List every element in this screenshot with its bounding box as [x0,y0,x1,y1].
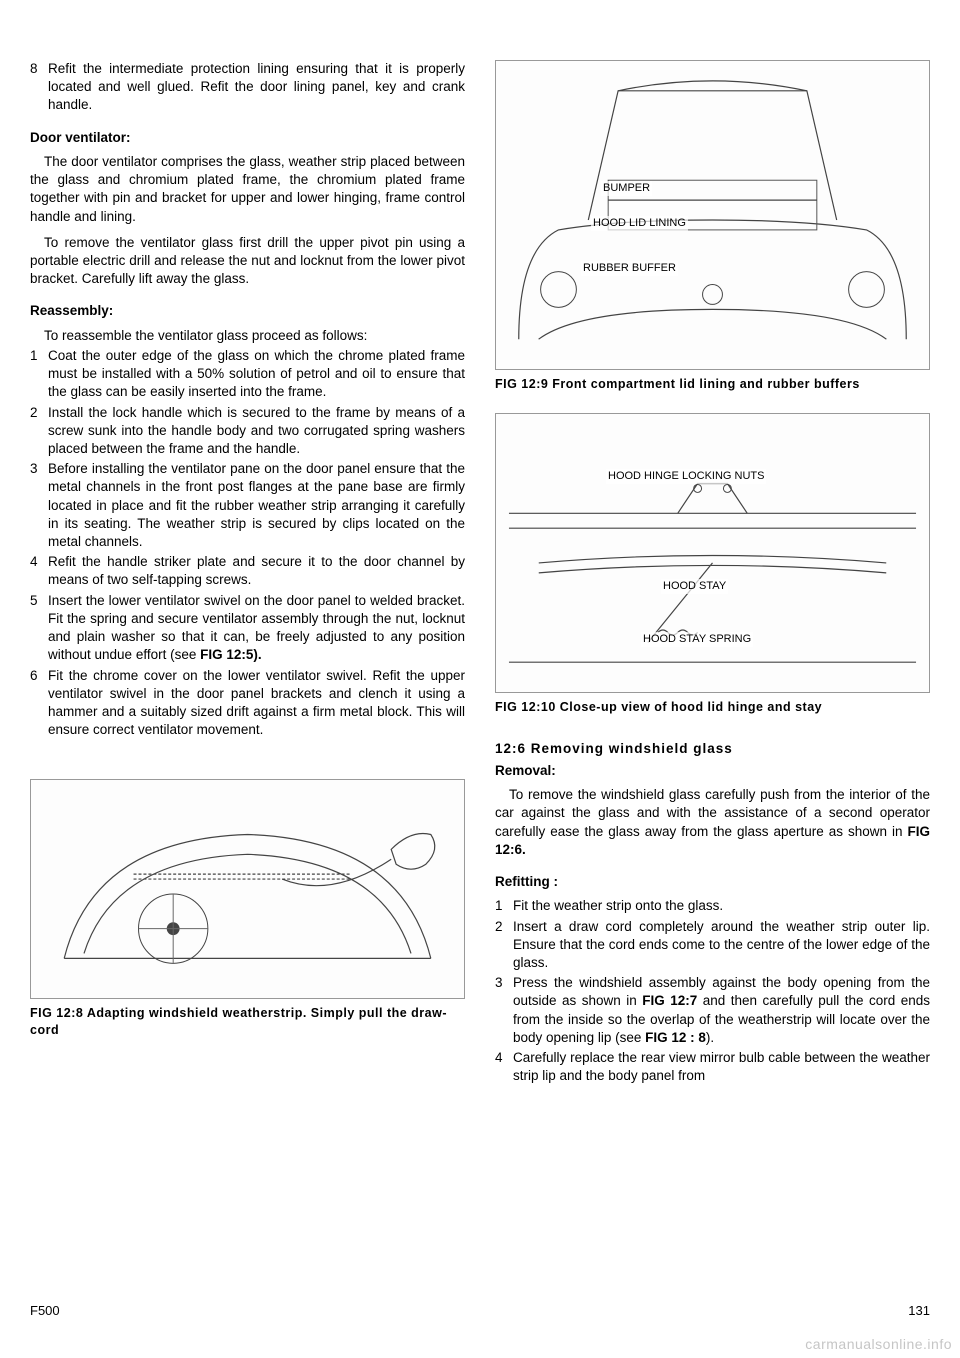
fig-ref: FIG 12 : 8 [645,1030,706,1045]
list-text: Carefully replace the rear view mirror b… [513,1049,930,1085]
list-text: Insert a draw cord completely around the… [513,918,930,973]
figure-12-8-caption: FIG 12:8 Adapting windshield weatherstri… [30,1005,465,1039]
figure-12-8-svg [31,780,464,998]
fig-label-hood-stay-spring: HOOD STAY SPRING [641,632,753,647]
list-item: 5 Insert the lower ventilator swivel on … [30,592,465,665]
list-text: Fit the weather strip onto the glass. [513,897,930,915]
figure-12-10: HOOD HINGE LOCKING NUTS HOOD STAY HOOD S… [495,413,930,693]
watermark: carmanualsonline.info [805,1336,952,1352]
list-item: 6 Fit the chrome cover on the lower vent… [30,667,465,740]
list-text: Refit the handle striker plate and secur… [48,553,465,589]
list-item: 3 Before installing the ventilator pane … [30,460,465,551]
figure-12-9-caption: FIG 12:9 Front compartment lid lining an… [495,376,930,393]
list-item: 2 Install the lock handle which is secur… [30,404,465,459]
paragraph-text: To remove the windshield glass carefully… [495,787,930,838]
list-text: Before installing the ventilator pane on… [48,460,465,551]
list-item: 4 Refit the handle striker plate and sec… [30,553,465,589]
list-item: 4 Carefully replace the rear view mirror… [495,1049,930,1085]
list-number: 1 [30,347,48,402]
paragraph: To remove the windshield glass carefully… [495,786,930,859]
fig-label-hinge-nuts: HOOD HINGE LOCKING NUTS [606,469,766,484]
footer-page-number: 131 [908,1303,930,1318]
paragraph: To reassemble the ventilator glass proce… [30,327,465,345]
section-12-6-heading: 12:6 Removing windshield glass [495,740,930,758]
list-text: Coat the outer edge of the glass on whic… [48,347,465,402]
paragraph: To remove the ventilator glass first dri… [30,234,465,289]
list-text: Fit the chrome cover on the lower ventil… [48,667,465,740]
list-number: 1 [495,897,513,915]
list-number: 3 [30,460,48,551]
list-number: 4 [495,1049,513,1085]
list-number: 2 [495,918,513,973]
fig-label-bumper: BUMPER [601,181,652,196]
fig-label-rubber-buffer: RUBBER BUFFER [581,261,678,276]
list-number: 5 [30,592,48,665]
list-item: 3 Press the windshield assembly against … [495,974,930,1047]
door-ventilator-heading: Door ventilator: [30,129,465,147]
list-text-part: ). [706,1030,714,1045]
figure-12-9-svg [496,61,929,369]
page-footer: F500 131 [30,1303,930,1318]
removal-heading: Removal: [495,762,930,780]
fig-ref: FIG 12:5). [200,647,262,662]
list-text: Refit the intermediate protection lining… [48,60,465,115]
list-text: Press the windshield assembly against th… [513,974,930,1047]
figure-12-9: BUMPER HOOD LID LINING RUBBER BUFFER [495,60,930,370]
list-number: 8 [30,60,48,115]
figure-12-8 [30,779,465,999]
figure-12-10-svg [496,414,929,692]
page-content: 8 Refit the intermediate protection lini… [0,0,960,1270]
list-item: 8 Refit the intermediate protection lini… [30,60,465,115]
list-number: 3 [495,974,513,1047]
list-item: 2 Insert a draw cord completely around t… [495,918,930,973]
list-number: 4 [30,553,48,589]
list-text: Insert the lower ventilator swivel on th… [48,592,465,665]
figure-12-10-caption: FIG 12:10 Close-up view of hood lid hing… [495,699,930,716]
list-item: 1 Fit the weather strip onto the glass. [495,897,930,915]
fig-label-hood-stay: HOOD STAY [661,579,728,594]
paragraph: The door ventilator comprises the glass,… [30,153,465,226]
fig-label-hood-lid-lining: HOOD LID LINING [591,216,688,231]
fig-ref: FIG 12:7 [642,993,697,1008]
list-item: 1 Coat the outer edge of the glass on wh… [30,347,465,402]
footer-left: F500 [30,1303,60,1318]
list-number: 6 [30,667,48,740]
list-number: 2 [30,404,48,459]
reassembly-heading: Reassembly: [30,302,465,320]
refitting-heading: Refitting : [495,873,930,891]
list-text: Install the lock handle which is secured… [48,404,465,459]
